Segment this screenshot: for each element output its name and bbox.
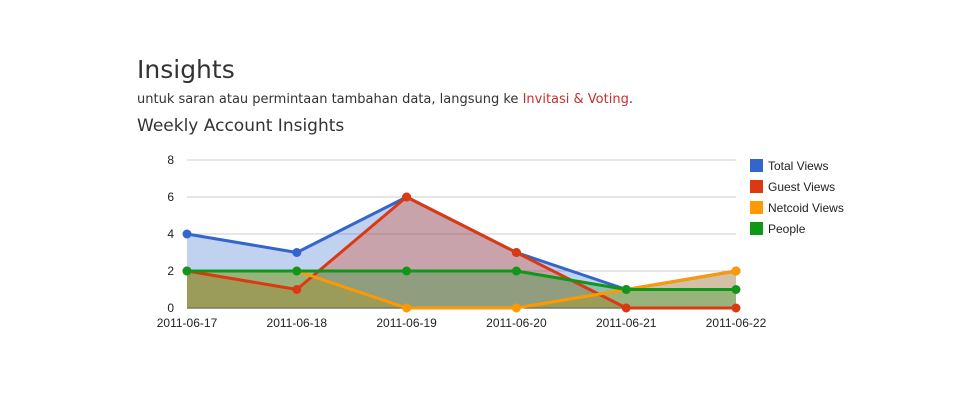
- intro-prefix: untuk saran atau permintaan tambahan dat…: [137, 92, 523, 107]
- x-tick-label: 2011-06-17: [157, 316, 218, 330]
- data-point[interactable]: [402, 303, 412, 313]
- intro-suffix: .: [628, 92, 633, 107]
- data-point[interactable]: [511, 248, 521, 257]
- series-areas: [187, 197, 736, 308]
- series-lines: [186, 195, 737, 310]
- data-point[interactable]: [731, 266, 741, 276]
- series-area: [187, 271, 736, 308]
- legend-label: Netcoid Views: [768, 201, 844, 215]
- x-tick-label: 2011-06-20: [486, 316, 547, 330]
- data-point[interactable]: [621, 303, 631, 313]
- data-point[interactable]: [731, 285, 741, 294]
- y-tick-label: 2: [167, 264, 174, 278]
- y-tick-label: 8: [167, 153, 174, 167]
- y-tick-label: 6: [167, 190, 174, 204]
- legend-label: Total Views: [768, 159, 828, 173]
- data-point[interactable]: [292, 285, 302, 294]
- axis-labels: 0 2 4 6 8 2011-06-17 2011-06-18 2011-06-19 2011-…: [157, 153, 767, 330]
- y-tick-label: 0: [167, 301, 174, 315]
- data-point[interactable]: [292, 266, 302, 276]
- data-point[interactable]: [511, 266, 521, 276]
- x-tick-label: 2011-06-22: [706, 316, 767, 330]
- legend-swatch: [750, 159, 763, 172]
- legend-swatch: [750, 222, 763, 235]
- legend-label: People: [768, 222, 806, 236]
- legend-swatch: [750, 180, 763, 193]
- section-title: Weekly Account Insights: [137, 116, 345, 136]
- x-tick-label: 2011-06-21: [596, 316, 657, 330]
- data-point[interactable]: [402, 266, 412, 276]
- data-point[interactable]: [182, 229, 192, 239]
- legend-label: Guest Views: [768, 180, 835, 194]
- legend-swatch: [750, 201, 763, 214]
- data-point[interactable]: [292, 248, 302, 257]
- data-point[interactable]: [731, 303, 741, 313]
- series-line: [187, 269, 736, 291]
- data-point[interactable]: [511, 303, 521, 313]
- series-line: [186, 195, 736, 310]
- invitasi-voting-link[interactable]: Invitasi & Voting: [522, 92, 629, 107]
- page-title: Insights: [137, 55, 235, 84]
- series-points: [182, 192, 741, 313]
- data-point[interactable]: [621, 285, 631, 294]
- x-tick-label: 2011-06-19: [376, 316, 437, 330]
- x-tick-label: 2011-06-18: [267, 316, 328, 330]
- data-point[interactable]: [402, 192, 412, 202]
- legend: Total Views Guest Views Netcoid Views Peopl…: [750, 159, 844, 236]
- data-point[interactable]: [182, 266, 192, 276]
- y-tick-label: 4: [167, 227, 174, 241]
- intro-text: untuk saran atau permintaan tambahan dat…: [137, 92, 633, 107]
